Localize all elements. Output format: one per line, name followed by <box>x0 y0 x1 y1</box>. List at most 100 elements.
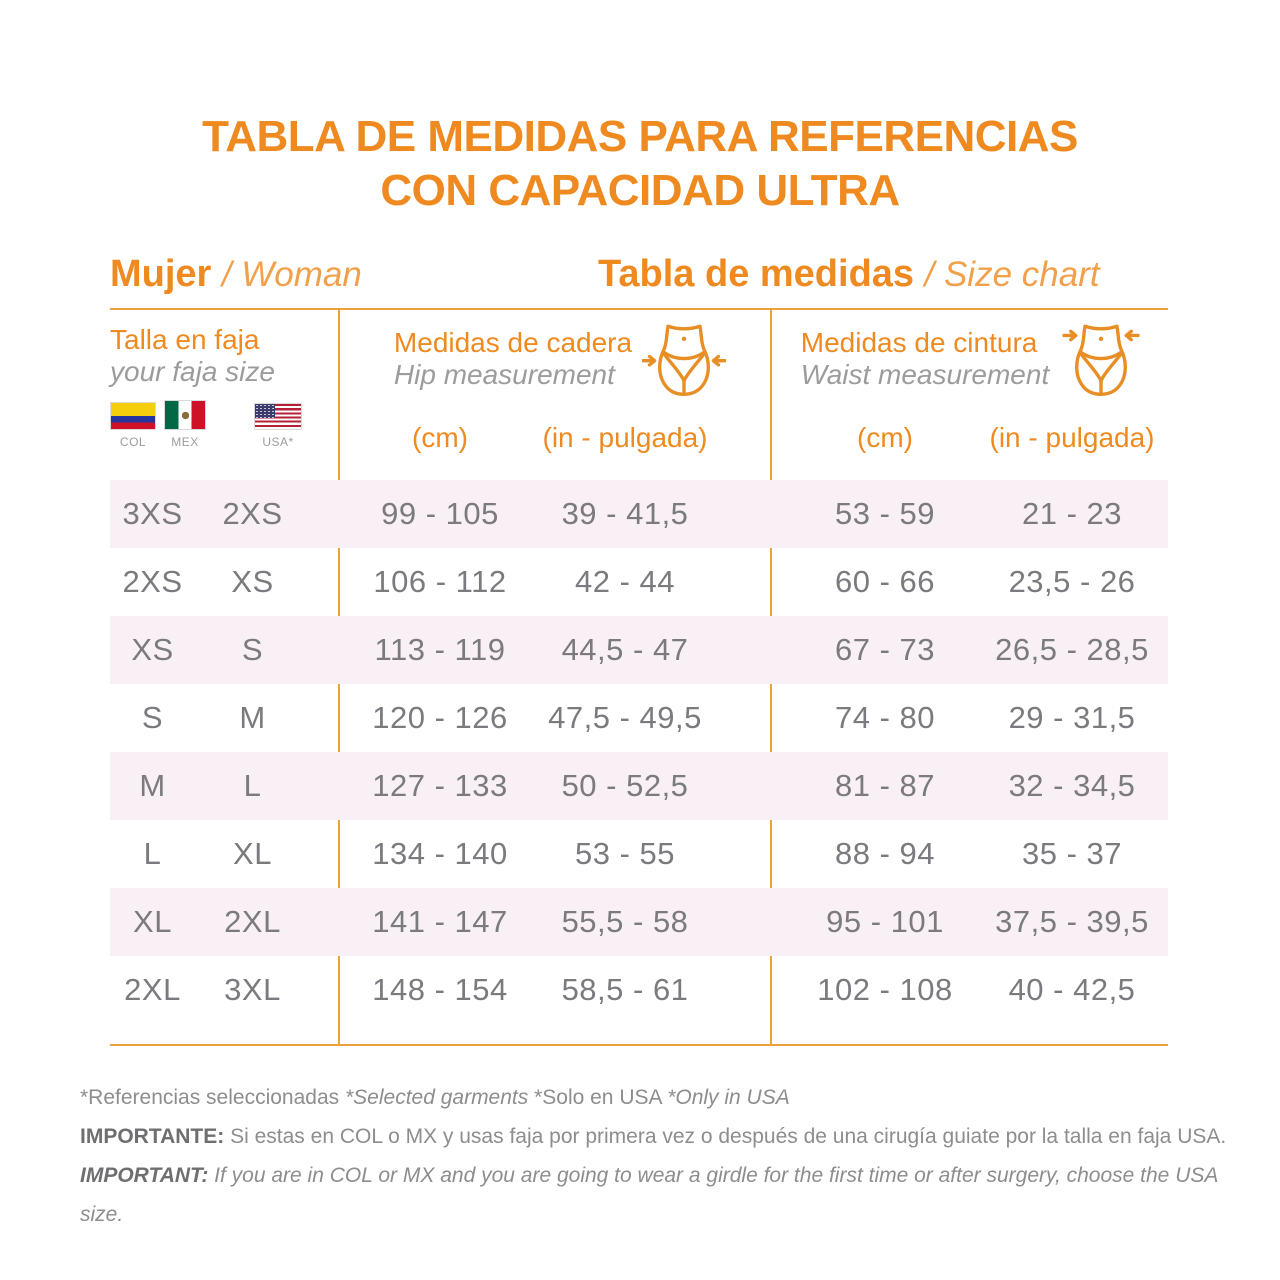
waist-cm-cell: 53 - 59 <box>834 496 935 531</box>
footnotes: *Referencias seleccionadas *Selected gar… <box>80 1078 1230 1234</box>
waist-column-text: Medidas de cintura Waist measurement <box>801 327 1049 391</box>
waist-measurement-icon <box>1062 324 1140 396</box>
waist-in-cell: 35 - 37 <box>1021 836 1122 871</box>
waist-in-cell: 37,5 - 39,5 <box>995 904 1149 939</box>
hip-column-header: Medidas de cadera Hip measurement <box>350 320 770 398</box>
mexico-flag-icon <box>164 400 206 430</box>
mexico-flag-item: MEX <box>164 400 206 449</box>
size-chart-header-en: / Size chart <box>924 255 1100 294</box>
importante-text: Si estas en COL o MX y usas faja por pri… <box>230 1125 1227 1148</box>
table-row: 2XL 3XL 148 - 154 58,5 - 61 102 - 108 40… <box>110 956 1168 1024</box>
table-row: 2XS XS 106 - 112 42 - 44 60 - 66 23,5 - … <box>110 548 1168 616</box>
footnote-ref-es: *Referencias seleccionadas <box>80 1086 345 1109</box>
waist-column-title: Medidas de cintura <box>800 327 1038 358</box>
size-col-mex-cell: M <box>139 768 166 803</box>
size-col-mex-cell: S <box>141 700 164 735</box>
hip-cm-unit: (cm) <box>412 422 468 453</box>
footnote-line3: IMPORTANT: If you are in COL or MX and y… <box>80 1156 1230 1234</box>
footnote-usa-es: *Solo en USA <box>534 1086 668 1109</box>
page-title-line1: TABLA DE MEDIDAS PARA REFERENCIAS <box>202 112 1078 161</box>
page-title: TABLA DE MEDIDAS PARA REFERENCIAS CON CA… <box>0 110 1280 218</box>
waist-in-cell: 29 - 31,5 <box>1008 700 1136 735</box>
size-col-mex-cell: XL <box>133 904 172 939</box>
hip-in-cell: 42 - 44 <box>574 564 675 599</box>
waist-cm-cell: 74 - 80 <box>834 700 935 735</box>
hip-column-text: Medidas de cadera Hip measurement <box>394 327 632 391</box>
footnote-line2: IMPORTANTE: Si estas en COL o MX y usas … <box>80 1117 1230 1156</box>
size-table: Talla en faja your faja size COL MEX USA… <box>110 308 1168 1046</box>
hip-in-cell: 50 - 52,5 <box>561 768 689 803</box>
size-column-header: Talla en faja your faja size <box>110 324 275 388</box>
usa-flag-icon <box>254 403 302 430</box>
waist-in-unit: (in - pulgada) <box>989 422 1155 453</box>
hip-in-unit: (in - pulgada) <box>542 422 708 453</box>
importante-label: IMPORTANTE: <box>80 1125 225 1148</box>
table-row: XS S 113 - 119 44,5 - 47 67 - 73 26,5 - … <box>110 616 1168 684</box>
hip-cm-cell: 127 - 133 <box>372 768 508 803</box>
waist-column-subtitle: Waist measurement <box>800 359 1050 390</box>
units-row: (cm) (in - pulgada) (cm) (in - pulgada) <box>110 412 1168 464</box>
footnote-ref-en: *Selected garments <box>344 1086 535 1109</box>
gender-header: Mujer / Woman <box>110 253 362 296</box>
size-column-title: Talla en faja <box>110 324 260 355</box>
hip-cm-cell: 106 - 112 <box>373 564 507 599</box>
waist-column-header: Medidas de cintura Waist measurement <box>772 320 1172 398</box>
waist-cm-cell: 60 - 66 <box>834 564 935 599</box>
important-text: If you are in COL or MX and you are goin… <box>80 1164 1218 1226</box>
mexico-flag-label: MEX <box>171 435 199 449</box>
waist-cm-cell: 95 - 101 <box>826 904 944 939</box>
size-col-mex-cell: 2XL <box>124 972 181 1007</box>
size-usa-cell: 2XS <box>222 496 283 531</box>
waist-cm-unit: (cm) <box>857 422 913 453</box>
hip-cm-cell: 141 - 147 <box>372 904 508 939</box>
important-label: IMPORTANT: <box>80 1164 209 1187</box>
hip-measurement-icon <box>642 324 727 396</box>
table-row: M L 127 - 133 50 - 52,5 81 - 87 32 - 34,… <box>110 752 1168 820</box>
table-body: 3XS 2XS 99 - 105 39 - 41,5 53 - 59 21 - … <box>110 480 1168 1024</box>
waist-cm-cell: 102 - 108 <box>817 972 953 1007</box>
footnote-line1: *Referencias seleccionadas *Selected gar… <box>80 1078 1230 1117</box>
hip-in-cell: 58,5 - 61 <box>561 972 689 1007</box>
waist-in-cell: 23,5 - 26 <box>1008 564 1136 599</box>
usa-flag-item: USA* <box>254 403 302 449</box>
waist-cm-cell: 88 - 94 <box>834 836 935 871</box>
size-chart-header-es: Tabla de medidas <box>598 253 915 295</box>
waist-in-cell: 21 - 23 <box>1021 496 1122 531</box>
table-row: L XL 134 - 140 53 - 55 88 - 94 35 - 37 <box>110 820 1168 888</box>
size-chart-header: Tabla de medidas / Size chart <box>598 253 1100 296</box>
size-usa-cell: XL <box>233 836 272 871</box>
hip-cm-cell: 120 - 126 <box>372 700 508 735</box>
hip-column-subtitle: Hip measurement <box>393 359 615 390</box>
hip-cm-cell: 134 - 140 <box>372 836 508 871</box>
size-usa-cell: M <box>239 700 266 735</box>
size-col-mex-cell: 2XS <box>122 564 183 599</box>
table-row: 3XS 2XS 99 - 105 39 - 41,5 53 - 59 21 - … <box>110 480 1168 548</box>
waist-in-cell: 26,5 - 28,5 <box>995 632 1149 667</box>
gender-header-en: / Woman <box>221 255 362 294</box>
table-row: XL 2XL 141 - 147 55,5 - 58 95 - 101 37,5… <box>110 888 1168 956</box>
page-title-line2: CON CAPACIDAD ULTRA <box>380 166 900 215</box>
hip-column-title: Medidas de cadera <box>393 327 633 358</box>
hip-in-cell: 39 - 41,5 <box>561 496 689 531</box>
colombia-flag-item: COL <box>110 402 156 449</box>
size-usa-cell: L <box>243 768 262 803</box>
size-col-mex-cell: XS <box>131 632 174 667</box>
size-usa-cell: 2XL <box>224 904 281 939</box>
hip-in-cell: 44,5 - 47 <box>561 632 689 667</box>
footnote-usa-en: *Only in USA <box>667 1086 790 1109</box>
hip-cm-cell: 113 - 119 <box>374 632 506 667</box>
size-col-mex-cell: 3XS <box>122 496 183 531</box>
colombia-flag-icon <box>110 402 156 430</box>
hip-cm-cell: 99 - 105 <box>381 496 499 531</box>
waist-in-cell: 32 - 34,5 <box>1008 768 1136 803</box>
hip-in-cell: 53 - 55 <box>574 836 675 871</box>
waist-cm-cell: 81 - 87 <box>834 768 935 803</box>
size-usa-cell: XS <box>231 564 274 599</box>
size-usa-cell: 3XL <box>224 972 281 1007</box>
gender-header-es: Mujer <box>110 253 212 295</box>
size-usa-cell: S <box>241 632 264 667</box>
hip-cm-cell: 148 - 154 <box>372 972 508 1007</box>
usa-flag-label: USA* <box>262 435 294 449</box>
hip-in-cell: 55,5 - 58 <box>561 904 689 939</box>
